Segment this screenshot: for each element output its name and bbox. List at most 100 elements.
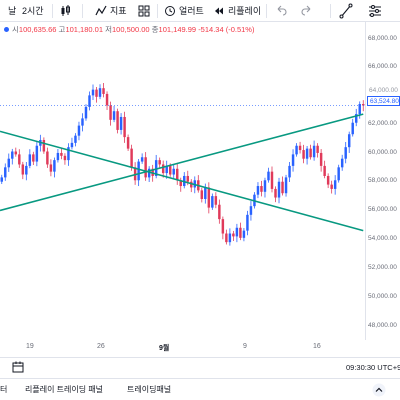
time-axis-label: 9월 — [159, 345, 170, 352]
candle-body — [211, 196, 214, 208]
candle-body — [11, 151, 14, 159]
redo-icon[interactable] — [301, 0, 313, 22]
candle-body — [49, 164, 53, 172]
candle-body — [246, 214, 249, 231]
candle-body — [14, 151, 18, 155]
candle-body — [218, 204, 221, 220]
candle-body — [46, 151, 49, 165]
candle-body — [81, 118, 84, 126]
candle-body — [270, 171, 274, 189]
candle-body — [260, 186, 263, 192]
candle-body — [354, 114, 358, 123]
time-axis-label: 26 — [97, 343, 105, 350]
candle-type-icon[interactable] — [60, 0, 72, 22]
collapse-panel-icon[interactable] — [372, 383, 386, 399]
toolbar-divider — [157, 4, 158, 18]
candle-body — [235, 227, 239, 237]
candle-body — [344, 147, 347, 159]
price-axis-label: 62,000.00 — [368, 120, 397, 127]
candle-body — [161, 164, 165, 174]
candle-body — [267, 171, 270, 181]
candle-body — [242, 230, 246, 238]
price-axis-label: 58,000.00 — [368, 177, 397, 184]
candle-body — [333, 180, 337, 189]
high-value: 101,180.01 — [65, 25, 103, 34]
candle-body — [7, 158, 11, 168]
alert-clock-icon[interactable] — [164, 0, 176, 22]
candle-body — [214, 196, 218, 205]
candle-body — [221, 219, 225, 234]
candle-body — [109, 105, 112, 120]
low-label: 저 — [105, 25, 112, 34]
candle-body — [200, 190, 204, 199]
candle-body — [154, 160, 158, 176]
candle-body — [172, 168, 175, 175]
indicators-icon[interactable] — [95, 0, 107, 22]
candle-body — [0, 177, 3, 182]
tab-partial[interactable]: 터 — [0, 385, 8, 394]
candle-body — [179, 180, 182, 187]
candle-body — [358, 104, 361, 115]
trendline-tool-icon[interactable] — [339, 0, 353, 22]
candle-body — [288, 165, 291, 178]
candle-body — [67, 147, 70, 161]
indicators-button[interactable]: 지표 — [110, 6, 127, 16]
price-axis-label: 66,000.00 — [368, 63, 397, 70]
candle-body — [232, 233, 235, 237]
change-value: -514.34 (-0.51%) — [198, 25, 255, 34]
candle-body — [102, 88, 105, 94]
menu-icon[interactable] — [368, 0, 382, 22]
replay-icon[interactable] — [213, 0, 225, 22]
candle-body — [337, 167, 340, 181]
status-dot-icon — [4, 27, 9, 32]
candle-body — [88, 95, 91, 107]
candle-body — [176, 168, 179, 181]
candle-body — [70, 142, 74, 148]
candle-body — [277, 181, 281, 198]
candle-body — [165, 165, 168, 174]
candle-body — [95, 89, 98, 97]
alert-button[interactable]: 얼러트 — [179, 6, 204, 16]
price-axis-label: 56,000.00 — [368, 206, 397, 213]
candle-body — [362, 104, 365, 106]
candle-body — [126, 137, 130, 149]
bottom-panel-tabs: 터 리플레이 트레이딩 패널 트레이딩패널 — [0, 378, 400, 400]
candle-body — [140, 157, 144, 162]
toolbar-divider — [82, 4, 83, 18]
candle-body — [77, 125, 81, 136]
candle-body — [25, 165, 28, 175]
candle-body — [4, 167, 7, 178]
price-axis-label: 52,000.00 — [368, 264, 397, 271]
timeframe-day[interactable]: 날 — [8, 6, 17, 16]
timeframe-2h[interactable]: 2시간 — [22, 6, 44, 16]
candle-body — [21, 164, 25, 175]
top-toolbar: 날 2시간 지표 얼러트 리플레이 — [0, 0, 400, 22]
candle-body — [228, 233, 232, 243]
undo-icon[interactable] — [275, 0, 287, 22]
toolbar-divider — [330, 4, 331, 18]
trendline — [0, 130, 364, 232]
tab-trading-panel[interactable]: 트레이딩패널 — [127, 385, 172, 394]
candle-body — [330, 184, 333, 189]
bottom-bar: 09:30:30 UTC+9 — [0, 357, 400, 377]
candle-body — [116, 111, 119, 130]
close-label: 종 — [151, 25, 159, 34]
calendar-icon[interactable] — [12, 361, 24, 375]
layout-grid-icon[interactable] — [138, 0, 150, 22]
clock-display[interactable]: 09:30:30 UTC+9 — [346, 363, 400, 372]
candle-body — [295, 145, 298, 155]
candle-body — [239, 227, 242, 238]
candle-body — [309, 148, 312, 158]
time-axis-label: 16 — [313, 343, 321, 350]
candle-body — [319, 152, 323, 166]
replay-button[interactable]: 리플레이 — [228, 6, 262, 16]
candle-body — [249, 206, 253, 215]
open-label: 시 — [12, 25, 19, 34]
tab-replay-trading[interactable]: 리플레이 트레이딩 패널 — [25, 385, 104, 394]
crosshair-price-badge: 64,000.00 — [367, 86, 400, 96]
low-value: 100,500.00 — [112, 25, 150, 34]
price-chart[interactable] — [0, 22, 400, 340]
candle-body — [225, 233, 228, 243]
candle-body — [274, 188, 277, 198]
candle-body — [130, 148, 133, 168]
